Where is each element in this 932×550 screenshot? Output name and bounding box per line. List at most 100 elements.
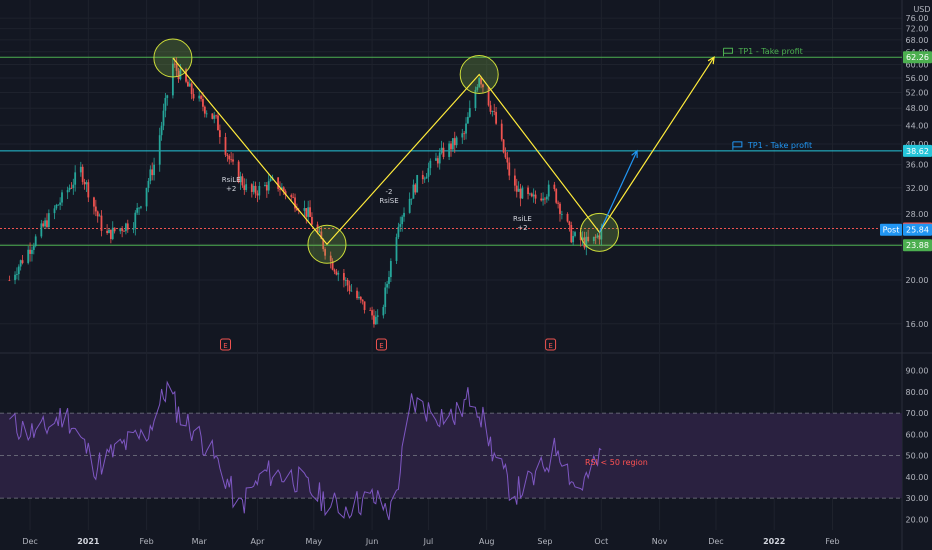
- candle-body[interactable]: [519, 188, 522, 199]
- candle-body[interactable]: [309, 207, 311, 217]
- candle-body[interactable]: [57, 204, 60, 206]
- candle-body[interactable]: [529, 193, 531, 195]
- candle-body[interactable]: [438, 152, 441, 164]
- candle-body[interactable]: [386, 283, 389, 288]
- candle-body[interactable]: [427, 168, 430, 177]
- candle-body[interactable]: [448, 143, 451, 157]
- candle-body[interactable]: [346, 279, 349, 286]
- candle-body[interactable]: [311, 216, 313, 225]
- candle-body[interactable]: [252, 185, 255, 192]
- candle-body[interactable]: [592, 236, 595, 242]
- candle-body[interactable]: [179, 69, 182, 80]
- candle-body[interactable]: [140, 206, 142, 208]
- candle-body[interactable]: [21, 260, 24, 264]
- candle-body[interactable]: [132, 227, 135, 230]
- candle-body[interactable]: [138, 207, 140, 209]
- candle-body[interactable]: [224, 137, 227, 155]
- candle-body[interactable]: [264, 184, 266, 186]
- candle-body[interactable]: [542, 198, 544, 201]
- candle-body[interactable]: [19, 260, 22, 267]
- candle-body[interactable]: [250, 184, 253, 192]
- candle-body[interactable]: [153, 164, 155, 176]
- candle-body[interactable]: [502, 139, 505, 153]
- candle-body[interactable]: [389, 260, 392, 278]
- candle-body[interactable]: [254, 185, 257, 194]
- candle-body[interactable]: [109, 229, 112, 240]
- candle-body[interactable]: [397, 226, 400, 238]
- blue-arrow-line[interactable]: [598, 150, 638, 233]
- candle-body[interactable]: [600, 229, 603, 240]
- candle-body[interactable]: [513, 175, 516, 186]
- candle-body[interactable]: [296, 208, 298, 211]
- candle-body[interactable]: [358, 296, 360, 299]
- candle-body[interactable]: [534, 194, 537, 199]
- candle-body[interactable]: [559, 203, 561, 215]
- candle-body[interactable]: [245, 184, 248, 190]
- candle-body[interactable]: [369, 309, 372, 311]
- candle-body[interactable]: [126, 223, 129, 230]
- candle-body[interactable]: [508, 162, 511, 176]
- candle-body[interactable]: [376, 315, 379, 317]
- candle-body[interactable]: [530, 193, 533, 197]
- earnings-marker[interactable]: [545, 338, 557, 351]
- candle-body[interactable]: [408, 198, 411, 213]
- candle-body[interactable]: [136, 207, 139, 213]
- candle-body[interactable]: [145, 187, 148, 207]
- candle-body[interactable]: [465, 123, 467, 134]
- candle-body[interactable]: [292, 196, 295, 198]
- candle-body[interactable]: [506, 157, 509, 163]
- candle-body[interactable]: [27, 249, 30, 264]
- candle-body[interactable]: [359, 296, 362, 300]
- candle-body[interactable]: [356, 290, 358, 299]
- candle-body[interactable]: [111, 227, 114, 240]
- candle-body[interactable]: [416, 175, 419, 193]
- price-axis[interactable]: USD 76.0072.0068.0064.0060.0056.0052.004…: [880, 5, 932, 329]
- candle-body[interactable]: [572, 235, 575, 243]
- candle-body[interactable]: [547, 184, 550, 197]
- candle-body[interactable]: [202, 98, 204, 107]
- candle-body[interactable]: [527, 187, 529, 195]
- candle-body[interactable]: [401, 216, 404, 225]
- candle-body[interactable]: [53, 208, 56, 214]
- candle-body[interactable]: [335, 271, 338, 275]
- candle-body[interactable]: [451, 138, 454, 150]
- candle-body[interactable]: [79, 166, 82, 173]
- candle-body[interactable]: [232, 159, 234, 162]
- candle-body[interactable]: [521, 187, 524, 199]
- candle-body[interactable]: [553, 184, 556, 190]
- candle-body[interactable]: [32, 246, 35, 250]
- candle-body[interactable]: [282, 187, 285, 192]
- candle-body[interactable]: [230, 159, 233, 161]
- candle-body[interactable]: [237, 161, 240, 183]
- candle-body[interactable]: [151, 169, 154, 176]
- candle-body[interactable]: [267, 181, 270, 191]
- candle-body[interactable]: [476, 86, 479, 90]
- candle-body[interactable]: [215, 115, 218, 117]
- candle-body[interactable]: [331, 260, 334, 270]
- candle-body[interactable]: [467, 116, 469, 124]
- candle-body[interactable]: [361, 299, 364, 302]
- candle-body[interactable]: [16, 274, 18, 275]
- earnings-marker[interactable]: [220, 338, 231, 351]
- candle-body[interactable]: [350, 290, 353, 292]
- candle-body[interactable]: [34, 236, 37, 247]
- candle-body[interactable]: [98, 215, 101, 217]
- candle-body[interactable]: [570, 225, 573, 243]
- candle-body[interactable]: [185, 69, 187, 82]
- candle-body[interactable]: [68, 187, 71, 191]
- candle-body[interactable]: [373, 315, 375, 325]
- candle-body[interactable]: [241, 176, 244, 186]
- candle-body[interactable]: [596, 235, 599, 238]
- candle-body[interactable]: [17, 266, 20, 275]
- candle-body[interactable]: [581, 237, 584, 241]
- rsi-axis[interactable]: 90.00 80.00 70.00 60.00 50.00 40.00 30.00 20.00: [906, 367, 929, 525]
- candle-body[interactable]: [74, 172, 77, 185]
- candle-body[interactable]: [211, 113, 214, 119]
- candle-body[interactable]: [363, 301, 366, 310]
- candle-body[interactable]: [474, 89, 477, 109]
- candle-body[interactable]: [344, 279, 347, 281]
- candle-body[interactable]: [218, 130, 221, 138]
- candlesticks[interactable]: [8, 57, 603, 328]
